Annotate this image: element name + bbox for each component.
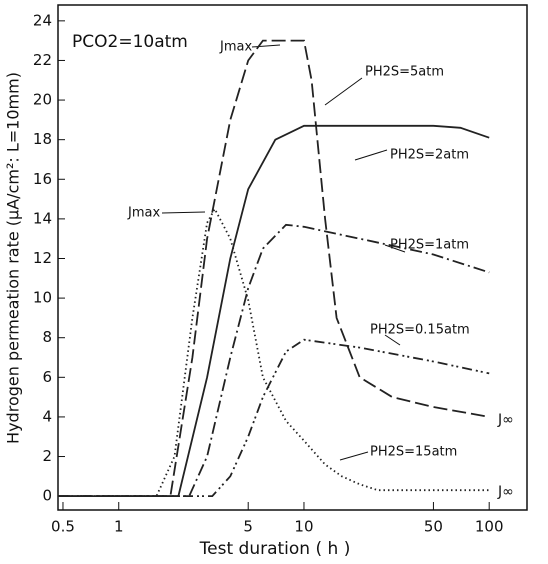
series-line <box>58 223 490 497</box>
annotation: J∞ <box>497 484 514 500</box>
x-tick-label: 5 <box>243 518 253 536</box>
label-arrows <box>161 44 406 461</box>
y-axis-label: Hydrogen permeation rate (μA/cm²: L=10mm… <box>4 72 23 444</box>
x-tick-label: 0.5 <box>51 518 75 536</box>
x-tick-label: 50 <box>424 518 443 536</box>
x-axis-label: Test duration ( h ) <box>199 539 351 559</box>
series-label: PH2S=2atm <box>390 148 469 163</box>
series-line <box>58 338 490 497</box>
y-tick-label: 4 <box>42 407 52 425</box>
y-tick-label: 24 <box>33 11 52 29</box>
annotation: J∞ <box>497 412 514 428</box>
x-tick-label: 1 <box>114 518 124 536</box>
x-tick-label: 100 <box>475 518 504 536</box>
series-label: PH2S=1atm <box>390 238 469 253</box>
annotation: Jmax <box>219 40 252 55</box>
y-tick-label: 8 <box>42 328 52 346</box>
annotation: Jmax <box>127 206 160 221</box>
y-tick-label: 10 <box>33 289 52 307</box>
y-tick-label: 20 <box>33 91 52 109</box>
series-label: PH2S=5atm <box>365 65 444 80</box>
y-tick-label: 22 <box>33 51 52 69</box>
y-tick-label: 14 <box>33 209 52 227</box>
y-tick-label: 16 <box>33 170 52 188</box>
series-line <box>58 207 490 497</box>
y-tick-label: 6 <box>42 368 52 386</box>
y-tick-label: 0 <box>42 487 52 505</box>
plot-frame <box>57 4 528 511</box>
y-tick-label: 12 <box>33 249 52 267</box>
series-label: PH2S=0.15atm <box>370 323 470 338</box>
x-tick-label: 10 <box>294 518 313 536</box>
y-tick-label: 18 <box>33 130 52 148</box>
series-label: PH2S=15atm <box>370 445 457 460</box>
series-line <box>58 39 490 497</box>
series-line <box>58 124 490 497</box>
y-tick-label: 2 <box>42 447 52 465</box>
annotation: PCO2=10atm <box>72 32 188 52</box>
